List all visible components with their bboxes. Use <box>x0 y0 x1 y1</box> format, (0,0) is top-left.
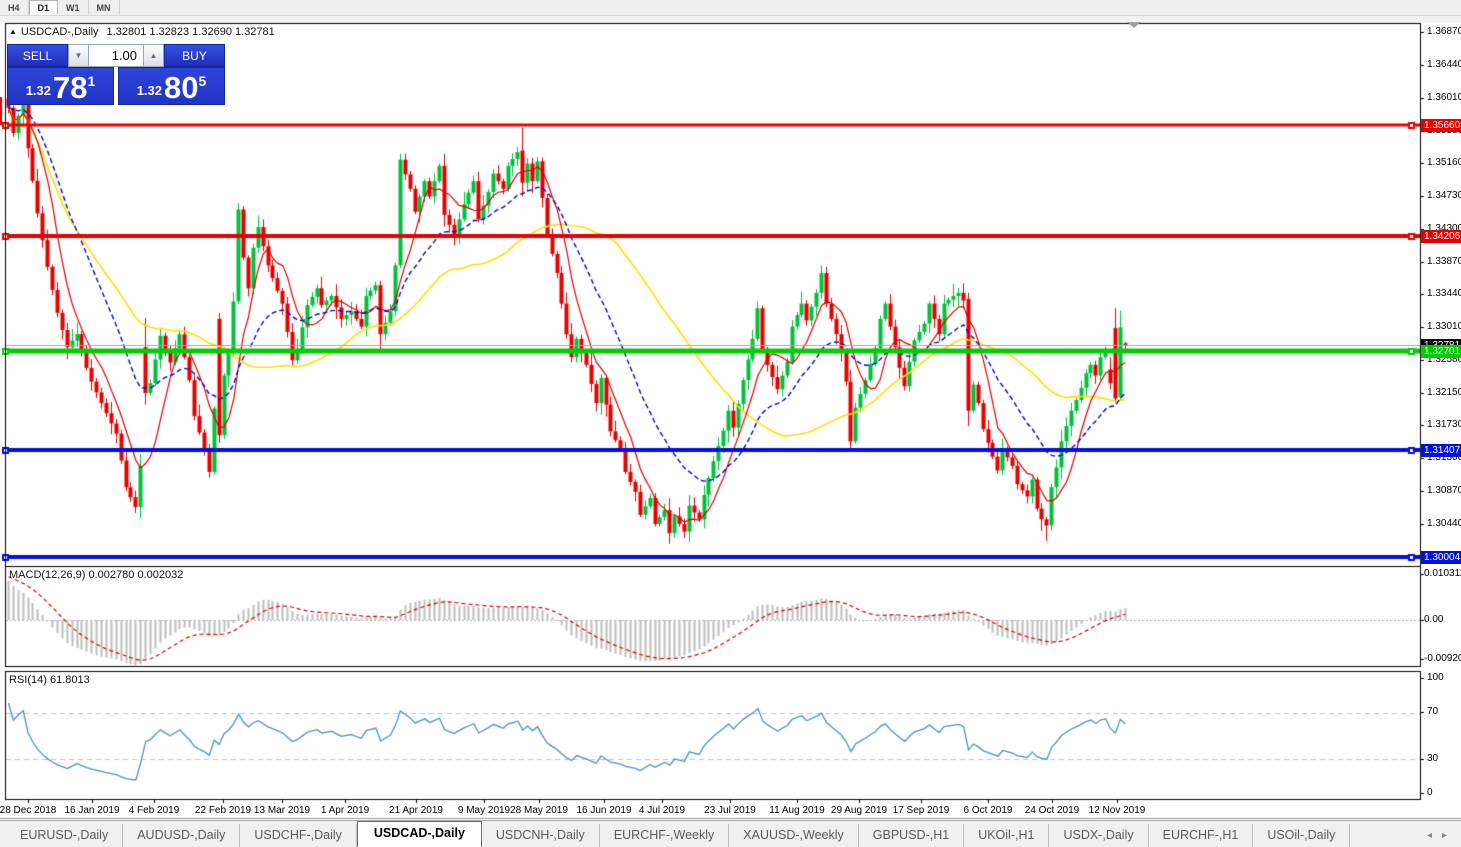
chart-tab-usdcnh-daily[interactable]: USDCNH-,Daily <box>482 824 600 847</box>
chart-tab-eurusd-daily[interactable]: EURUSD-,Daily <box>6 824 124 847</box>
chart-tab-bar: EURUSD-,Daily AUDUSD-,Daily USDCHF-,Daily U… <box>0 820 1461 847</box>
macd-scale-label: 0.010311 <box>1424 568 1461 579</box>
date-tick-label: 9 May 2019 <box>457 805 511 816</box>
volume-decrease-button[interactable]: ▼ <box>68 44 89 67</box>
rsi-scale-label: 70 <box>1427 706 1439 717</box>
hline-price-label: 1.35660 <box>1421 118 1461 132</box>
symbol-name: USDCAD-,Daily <box>20 26 99 38</box>
price-tick-label: 1.36010 <box>1427 91 1461 103</box>
price-tick-label: 1.32150 <box>1427 387 1461 399</box>
macd-scale-label: 0.00 <box>1424 614 1444 625</box>
date-tick-label: 28 May 2019 <box>510 805 568 816</box>
hline-price-label: 1.30004 <box>1421 551 1461 565</box>
price-tick-label: 1.31300 <box>1427 452 1461 464</box>
date-tick-label: 28 Dec 2018 <box>0 805 57 816</box>
price-tick-label: 1.34300 <box>1427 222 1461 234</box>
macd-indicator-label: MACD(12,26,9) 0.002780 0.002032 <box>9 569 184 581</box>
price-tick-label: 1.31730 <box>1427 419 1461 431</box>
price-tick-label: 1.36870 <box>1427 26 1461 37</box>
sell-price-pip: 1 <box>87 73 96 89</box>
rsi-scale-label: 100 <box>1427 672 1444 683</box>
price-tick-label: 1.30870 <box>1427 485 1461 497</box>
price-tick-label: 1.33010 <box>1427 321 1461 333</box>
hline-price-label: 1.34206 <box>1421 229 1461 243</box>
chart-tab-audusd-daily[interactable]: AUDUSD-,Daily <box>123 824 241 847</box>
chart-ohlc-title: ▲ USDCAD-,Daily 1.32801 1.32823 1.32690 1.… <box>9 26 275 38</box>
sell-price-base: 1.32 <box>25 83 52 98</box>
price-tick-label: 1.36440 <box>1427 58 1461 70</box>
chart-tab-usoil-daily[interactable]: USOil-,Daily <box>1253 824 1351 847</box>
chart-tab-eurchf-h1[interactable]: EURCHF-,H1 <box>1149 824 1254 847</box>
macd-scale-label: -0.009203 <box>1424 653 1461 664</box>
date-tick-label: 1 Apr 2019 <box>320 805 370 816</box>
tab-scroll-left-icon[interactable]: ◂ <box>1426 830 1432 841</box>
date-tick-label: 23 Jul 2019 <box>704 805 756 816</box>
chart-tab-usdchf-daily[interactable]: USDCHF-,Daily <box>240 824 357 847</box>
one-click-trade-panel: SELL ▼ ▲ BUY 1.32 78 1 1.32 80 5 <box>7 44 225 105</box>
date-tick-label: 24 Oct 2019 <box>1024 805 1080 816</box>
date-tick-label: 16 Jun 2019 <box>576 805 632 816</box>
sell-price-big: 78 <box>53 70 88 105</box>
buy-price-pip: 5 <box>198 73 207 89</box>
date-tick-label: 22 Feb 2019 <box>194 805 252 816</box>
date-tick-label: 17 Sep 2019 <box>892 805 950 816</box>
date-tick-label: 21 Apr 2019 <box>389 805 443 816</box>
chart-tab-usdx-daily[interactable]: USDX-,Daily <box>1049 824 1149 847</box>
buy-price-base: 1.32 <box>136 83 163 98</box>
date-tick-label: 12 Nov 2019 <box>1088 805 1146 816</box>
date-tick-label: 6 Oct 2019 <box>963 805 1013 816</box>
buy-price-big: 80 <box>164 70 199 105</box>
collapse-arrow-icon[interactable]: ▲ <box>9 27 17 36</box>
hline-price-label: 1.31407 <box>1421 443 1461 457</box>
date-tick-label: 4 Jul 2019 <box>638 805 686 816</box>
sell-price-quote[interactable]: 1.32 78 1 <box>7 67 114 105</box>
rsi-indicator-label: RSI(14) 61.8013 <box>9 674 90 686</box>
chart-shift-marker-icon[interactable] <box>1127 22 1141 28</box>
rsi-scale-label: 0 <box>1427 787 1433 798</box>
sell-button[interactable]: SELL <box>7 44 68 67</box>
date-tick-label: 4 Feb 2019 <box>128 805 180 816</box>
volume-increase-button[interactable]: ▲ <box>143 44 164 67</box>
tab-scroll-right-icon[interactable]: ▸ <box>1441 830 1447 841</box>
price-tick-label: 1.33870 <box>1427 255 1461 267</box>
price-tick-label: 1.34730 <box>1427 189 1461 201</box>
chart-tab-gbpusd-h1[interactable]: GBPUSD-,H1 <box>859 824 965 847</box>
date-tick-label: 13 Mar 2019 <box>253 805 311 816</box>
date-tick-label: 16 Jan 2019 <box>64 805 120 816</box>
chart-tab-xauusd-weekly[interactable]: XAUUSD-,Weekly <box>729 824 859 847</box>
chart-tab-ukoil-h1[interactable]: UKOil-,H1 <box>964 824 1050 847</box>
buy-price-quote[interactable]: 1.32 80 5 <box>118 67 225 105</box>
buy-button[interactable]: BUY <box>164 44 225 67</box>
hline-price-label: 1.32701 <box>1421 344 1461 358</box>
price-tick-label: 1.33440 <box>1427 288 1461 300</box>
volume-input[interactable] <box>89 44 143 67</box>
ohlc-values: 1.32801 1.32823 1.32690 1.32781 <box>106 26 275 38</box>
chart-tab-eurchf-weekly[interactable]: EURCHF-,Weekly <box>600 824 730 847</box>
rsi-scale-label: 30 <box>1427 753 1439 764</box>
price-tick-label: 1.30440 <box>1427 517 1461 529</box>
date-tick-label: 11 Aug 2019 <box>769 805 825 816</box>
price-tick-label: 1.35160 <box>1427 156 1461 168</box>
price-tick-label: 1.32580 <box>1427 354 1461 366</box>
chart-tab-usdcad-daily[interactable]: USDCAD-,Daily <box>356 821 482 847</box>
date-tick-label: 29 Aug 2019 <box>830 805 888 816</box>
